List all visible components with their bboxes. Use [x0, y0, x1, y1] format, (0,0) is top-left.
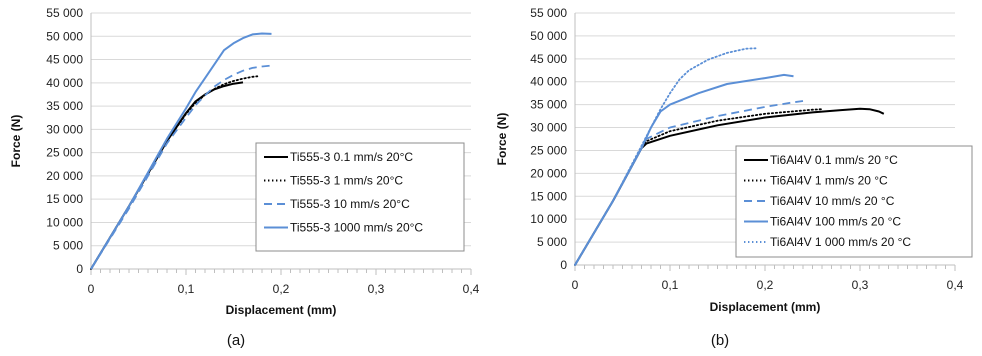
- legend-label: Ti6Al4V 0.1 mm/s 20 °C: [770, 153, 898, 167]
- y-tick-label: 55 000: [530, 6, 567, 20]
- legend-label: Ti555-3 0.1 mm/s 20°C: [290, 150, 413, 164]
- y-tick-label: 5 000: [53, 239, 83, 253]
- x-tick-label: 0,4: [947, 278, 964, 292]
- y-axis-title: Force (N): [495, 113, 509, 166]
- series-line: [90, 64, 272, 270]
- y-tick-label: 30 000: [530, 121, 567, 135]
- series-line: [574, 47, 757, 266]
- y-axis-title: Force (N): [9, 115, 23, 168]
- y-tick-label: 35 000: [46, 99, 83, 113]
- legend-label: Ti6Al4V 10 mm/s 20 °C: [770, 194, 895, 208]
- y-tick-label: 25 000: [46, 146, 83, 160]
- legend-box: [735, 145, 973, 258]
- y-tick-label: 55 000: [46, 6, 83, 20]
- y-tick-label: 45 000: [530, 52, 567, 66]
- y-tick-label: 40 000: [46, 76, 83, 90]
- series-line: [90, 75, 259, 270]
- x-axis-title: Displacement (mm): [226, 303, 337, 317]
- x-tick-label: 0: [88, 282, 95, 296]
- legend-label: Ti555-3 1 mm/s 20°C: [290, 174, 403, 188]
- panel-label: (a): [227, 332, 245, 349]
- y-tick-label: 40 000: [530, 75, 567, 89]
- x-axis-title: Displacement (mm): [710, 300, 821, 314]
- y-tick-label: 15 000: [46, 192, 83, 206]
- y-tick-label: 10 000: [46, 215, 83, 229]
- y-tick-label: 15 000: [530, 189, 567, 203]
- y-tick-label: 5 000: [537, 235, 567, 249]
- x-tick-label: 0,3: [852, 278, 869, 292]
- y-tick-label: 45 000: [46, 53, 83, 67]
- y-tick-label: 0: [560, 258, 567, 272]
- legend-label: Ti6Al4V 1 mm/s 20 °C: [770, 174, 888, 188]
- x-tick-label: 0,1: [178, 282, 195, 296]
- y-tick-label: 35 000: [530, 98, 567, 112]
- y-tick-label: 30 000: [46, 122, 83, 136]
- legend-box: [255, 142, 465, 252]
- x-tick-label: 0,2: [273, 282, 290, 296]
- y-tick-label: 20 000: [530, 166, 567, 180]
- y-tick-label: 0: [76, 262, 83, 276]
- y-tick-label: 25 000: [530, 143, 567, 157]
- y-tick-label: 50 000: [530, 29, 567, 43]
- x-tick-label: 0: [572, 278, 579, 292]
- x-tick-label: 0,2: [757, 278, 774, 292]
- series-line: [574, 108, 823, 266]
- chart-panel-b: 0 5 000 10 000 15 000 20 000 25 000 30 000 35 0…: [495, 6, 973, 349]
- legend-label: Ti555-3 1000 mm/s 20°C: [290, 221, 423, 235]
- y-tick-label: 50 000: [46, 29, 83, 43]
- x-tick-label: 0,3: [368, 282, 385, 296]
- y-tick-label: 10 000: [530, 212, 567, 226]
- chart-panel-a: 0 5 000 10 000 15 000 20 000 25 000 30 000 35 0…: [9, 6, 480, 349]
- series-line: [90, 32, 272, 270]
- x-tick-label: 0,4: [463, 282, 480, 296]
- series-line: [574, 73, 794, 266]
- legend-label: Ti6Al4V 100 mm/s 20 °C: [770, 215, 901, 229]
- legend-label: Ti555-3 10 mm/s 20°C: [290, 197, 410, 211]
- y-tick-label: 20 000: [46, 169, 83, 183]
- panel-label: (b): [711, 332, 729, 349]
- x-tick-label: 0,1: [662, 278, 679, 292]
- legend-label: Ti6Al4V 1 000 mm/s 20 °C: [770, 235, 911, 249]
